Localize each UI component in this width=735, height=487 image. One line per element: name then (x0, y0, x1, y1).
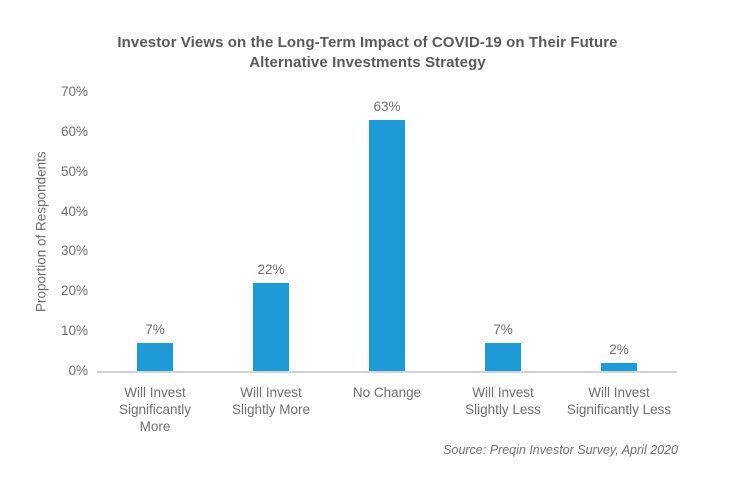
x-tick-label: Will Invest Significantly More (118, 385, 192, 434)
bar-value-label: 63% (373, 98, 401, 114)
chart-title: Investor Views on the Long-Term Impact o… (0, 33, 735, 73)
bar-value-label: 7% (493, 322, 513, 338)
bar (137, 343, 173, 371)
bar (369, 119, 405, 371)
y-tick-label: 40% (60, 203, 88, 219)
x-tick-label: No Change (352, 385, 422, 400)
bar-column: 2% (561, 92, 677, 371)
x-axis-labels: Will Invest Significantly More Will Invest S… (97, 384, 677, 435)
chart-title-line-1: Investor Views on the Long-Term Impact o… (117, 34, 618, 51)
bar-value-label: 2% (609, 342, 629, 358)
bar (485, 343, 521, 371)
y-tick-label: 30% (60, 243, 88, 259)
bar-column: 7% (445, 92, 561, 371)
bar-column: 7% (97, 92, 213, 371)
y-tick-label: 50% (60, 163, 88, 179)
x-tick-label: Will Invest Significantly Less (566, 385, 672, 417)
plot-area: 7% 22% 63% 7% 2% (97, 92, 677, 373)
y-tick-label: 0% (68, 363, 88, 378)
bar-column: 63% (329, 92, 445, 371)
bar (253, 283, 289, 371)
y-tick-label: 20% (60, 283, 88, 299)
y-tick-label: 10% (60, 323, 88, 339)
x-tick-label: Will Invest Slightly More (231, 385, 311, 417)
source-note: Source: Preqin Investor Survey, April 20… (443, 443, 678, 457)
bar-value-label: 7% (145, 322, 165, 338)
y-tick-label: 70% (60, 84, 88, 99)
bar-value-label: 22% (257, 262, 285, 278)
bar (601, 363, 637, 371)
x-tick-label: Will Invest Slightly Less (465, 385, 541, 417)
y-tick-label: 60% (60, 123, 88, 139)
chart-title-line-2: Alternative Investments Strategy (249, 54, 486, 71)
bars-row: 7% 22% 63% 7% 2% (97, 92, 677, 371)
bar-column: 22% (213, 92, 329, 371)
y-axis-ticks: 0% 10% 20% 30% 40% 50% 60% 70% (0, 84, 88, 378)
